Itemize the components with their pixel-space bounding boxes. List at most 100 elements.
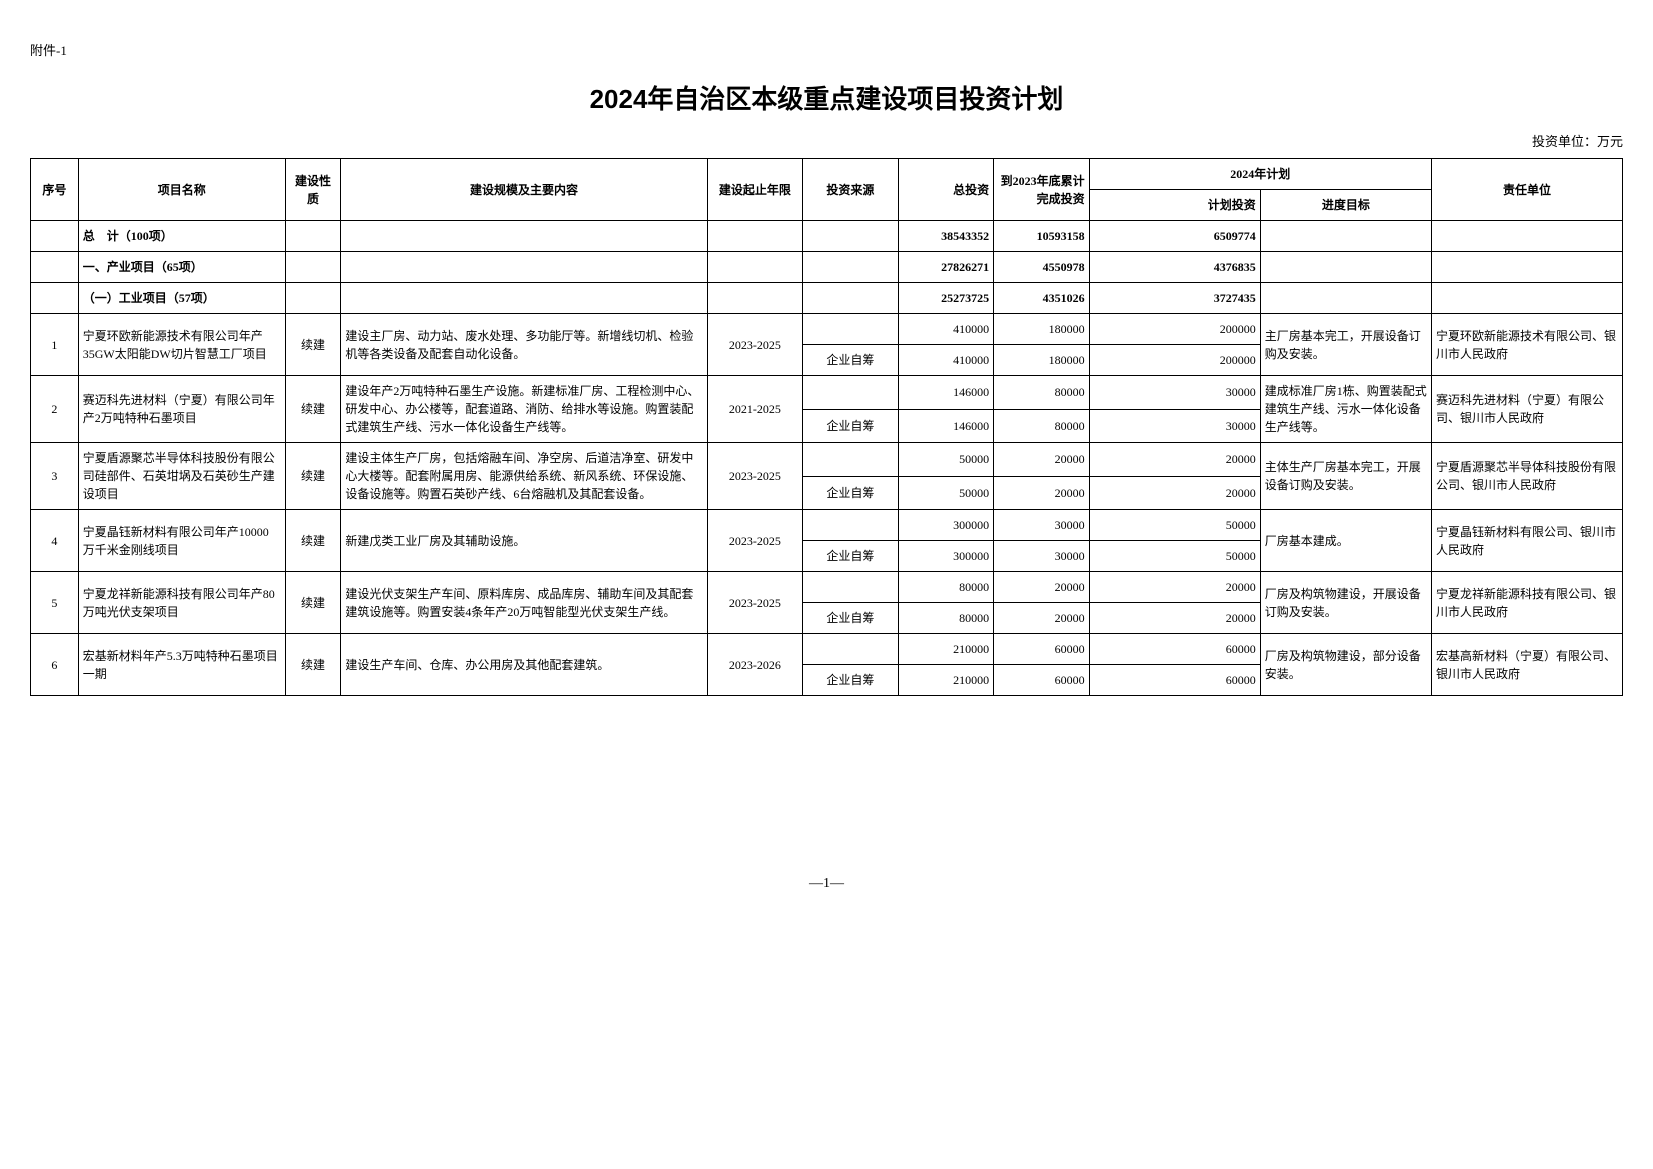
- cell-total: 80000: [898, 603, 994, 634]
- cell-plan: 50000: [1089, 541, 1260, 572]
- header-period: 建设起止年限: [707, 159, 803, 221]
- summary-sub1-row: （一）工业项目（57项） 25273725 4351026 3727435: [31, 283, 1623, 314]
- cell-goal: 厂房基本建成。: [1260, 510, 1431, 572]
- cell-total: 146000: [898, 409, 994, 443]
- cell-plan: 30000: [1089, 376, 1260, 410]
- cell-2023: 20000: [994, 476, 1090, 510]
- cell-goal: 厂房及构筑物建设，部分设备安装。: [1260, 634, 1431, 696]
- cell-plan: 50000: [1089, 510, 1260, 541]
- cell-nature: 续建: [285, 572, 341, 634]
- cell-source: 企业自筹: [803, 541, 899, 572]
- table-row: 1 宁夏环欧新能源技术有限公司年产35GW太阳能DW切片智慧工厂项目 续建 建设…: [31, 314, 1623, 345]
- cell-nature: 续建: [285, 510, 341, 572]
- cell-total: 410000: [898, 345, 994, 376]
- cell-scale: 建设主体生产厂房，包括熔融车间、净空房、后道洁净室、研发中心大楼等。配套附属用房…: [341, 443, 707, 510]
- cell-name: 赛迈科先进材料（宁夏）有限公司年产2万吨特种石墨项目: [78, 376, 285, 443]
- cell-resp: 宁夏盾源聚芯半导体科技股份有限公司、银川市人民政府: [1431, 443, 1622, 510]
- cell-total: 210000: [898, 665, 994, 696]
- cell-resp: 宏基高新材料（宁夏）有限公司、银川市人民政府: [1431, 634, 1622, 696]
- cell-name: 宁夏环欧新能源技术有限公司年产35GW太阳能DW切片智慧工厂项目: [78, 314, 285, 376]
- header-scale: 建设规模及主要内容: [341, 159, 707, 221]
- cell-seq: 1: [31, 314, 79, 376]
- cell-scale: 建设主厂房、动力站、废水处理、多功能厅等。新增线切机、检验机等各类设备及配套自动…: [341, 314, 707, 376]
- header-plan-inv: 计划投资: [1089, 190, 1260, 221]
- cell-2023: 20000: [994, 443, 1090, 477]
- cell-period: 2023-2025: [707, 314, 803, 376]
- cell-plan: 20000: [1089, 572, 1260, 603]
- cell-plan: 20000: [1089, 476, 1260, 510]
- cell-scale: 新建戊类工业厂房及其辅助设施。: [341, 510, 707, 572]
- header-source: 投资来源: [803, 159, 899, 221]
- cell-nature: 续建: [285, 634, 341, 696]
- cell-resp: 宁夏龙祥新能源科技有限公司、银川市人民政府: [1431, 572, 1622, 634]
- cell-name: 宁夏盾源聚芯半导体科技股份有限公司硅部件、石英坩埚及石英砂生产建设项目: [78, 443, 285, 510]
- cell-nature: 续建: [285, 376, 341, 443]
- cell-total: 50000: [898, 476, 994, 510]
- header-2023: 到2023年底累计完成投资: [994, 159, 1090, 221]
- cell-seq: 6: [31, 634, 79, 696]
- cell-2023: 60000: [994, 665, 1090, 696]
- cell-goal: 主厂房基本完工，开展设备订购及安装。: [1260, 314, 1431, 376]
- page-title: 2024年自治区本级重点建设项目投资计划: [30, 79, 1623, 116]
- cell-resp: 宁夏环欧新能源技术有限公司、银川市人民政府: [1431, 314, 1622, 376]
- cell-source-blank: [803, 376, 899, 410]
- cell-period: 2023-2025: [707, 572, 803, 634]
- cell-seq: 3: [31, 443, 79, 510]
- cell-plan: 20000: [1089, 443, 1260, 477]
- cell-total: 80000: [898, 572, 994, 603]
- cell-plan: 200000: [1089, 345, 1260, 376]
- attachment-label: 附件-1: [30, 40, 1623, 59]
- cell-total: 50000: [898, 443, 994, 477]
- cell-nature: 续建: [285, 443, 341, 510]
- cell-name: 宁夏晶钰新材料有限公司年产10000万千米金刚线项目: [78, 510, 285, 572]
- cell-goal: 厂房及构筑物建设，开展设备订购及安装。: [1260, 572, 1431, 634]
- cell-scale: 建设年产2万吨特种石墨生产设施。新建标准厂房、工程检测中心、研发中心、办公楼等，…: [341, 376, 707, 443]
- cell-source-blank: [803, 314, 899, 345]
- cell-source: 企业自筹: [803, 345, 899, 376]
- cell-2023: 30000: [994, 541, 1090, 572]
- unit-label: 投资单位：万元: [30, 131, 1623, 150]
- cell-total: 300000: [898, 510, 994, 541]
- table-row: 4 宁夏晶钰新材料有限公司年产10000万千米金刚线项目 续建 新建戊类工业厂房…: [31, 510, 1623, 541]
- cell-seq: 4: [31, 510, 79, 572]
- cell-goal: 主体生产厂房基本完工，开展设备订购及安装。: [1260, 443, 1431, 510]
- header-plan2024: 2024年计划: [1089, 159, 1431, 190]
- cell-goal: 建成标准厂房1栋、购置装配式建筑生产线、污水一体化设备生产线等。: [1260, 376, 1431, 443]
- cell-source-blank: [803, 510, 899, 541]
- cell-nature: 续建: [285, 314, 341, 376]
- cell-plan: 60000: [1089, 665, 1260, 696]
- cell-source: 企业自筹: [803, 665, 899, 696]
- table-row: 6 宏基新材料年产5.3万吨特种石墨项目一期 续建 建设生产车间、仓库、办公用房…: [31, 634, 1623, 665]
- cell-total: 410000: [898, 314, 994, 345]
- cell-plan: 60000: [1089, 634, 1260, 665]
- cell-2023: 80000: [994, 409, 1090, 443]
- header-seq: 序号: [31, 159, 79, 221]
- cell-source-blank: [803, 572, 899, 603]
- cell-source: 企业自筹: [803, 476, 899, 510]
- cell-plan: 30000: [1089, 409, 1260, 443]
- cell-scale: 建设生产车间、仓库、办公用房及其他配套建筑。: [341, 634, 707, 696]
- cell-period: 2023-2025: [707, 443, 803, 510]
- cell-name: 宏基新材料年产5.3万吨特种石墨项目一期: [78, 634, 285, 696]
- header-resp: 责任单位: [1431, 159, 1622, 221]
- cell-seq: 2: [31, 376, 79, 443]
- cell-2023: 80000: [994, 376, 1090, 410]
- cell-source: 企业自筹: [803, 603, 899, 634]
- cell-2023: 20000: [994, 603, 1090, 634]
- table-row: 5 宁夏龙祥新能源科技有限公司年产80万吨光伏支架项目 续建 建设光伏支架生产车…: [31, 572, 1623, 603]
- cell-2023: 60000: [994, 634, 1090, 665]
- cell-total: 146000: [898, 376, 994, 410]
- cell-resp: 赛迈科先进材料（宁夏）有限公司、银川市人民政府: [1431, 376, 1622, 443]
- cell-total: 210000: [898, 634, 994, 665]
- summary-total-row: 总 计（100项） 38543352 10593158 6509774: [31, 221, 1623, 252]
- cell-2023: 180000: [994, 345, 1090, 376]
- cell-scale: 建设光伏支架生产车间、原料库房、成品库房、辅助车间及其配套建筑设施等。购置安装4…: [341, 572, 707, 634]
- cell-plan: 200000: [1089, 314, 1260, 345]
- cell-seq: 5: [31, 572, 79, 634]
- table-row: 2 赛迈科先进材料（宁夏）有限公司年产2万吨特种石墨项目 续建 建设年产2万吨特…: [31, 376, 1623, 410]
- cell-2023: 20000: [994, 572, 1090, 603]
- cell-2023: 180000: [994, 314, 1090, 345]
- header-name: 项目名称: [78, 159, 285, 221]
- cell-total: 300000: [898, 541, 994, 572]
- investment-table: 序号 项目名称 建设性质 建设规模及主要内容 建设起止年限 投资来源 总投资 到…: [30, 158, 1623, 696]
